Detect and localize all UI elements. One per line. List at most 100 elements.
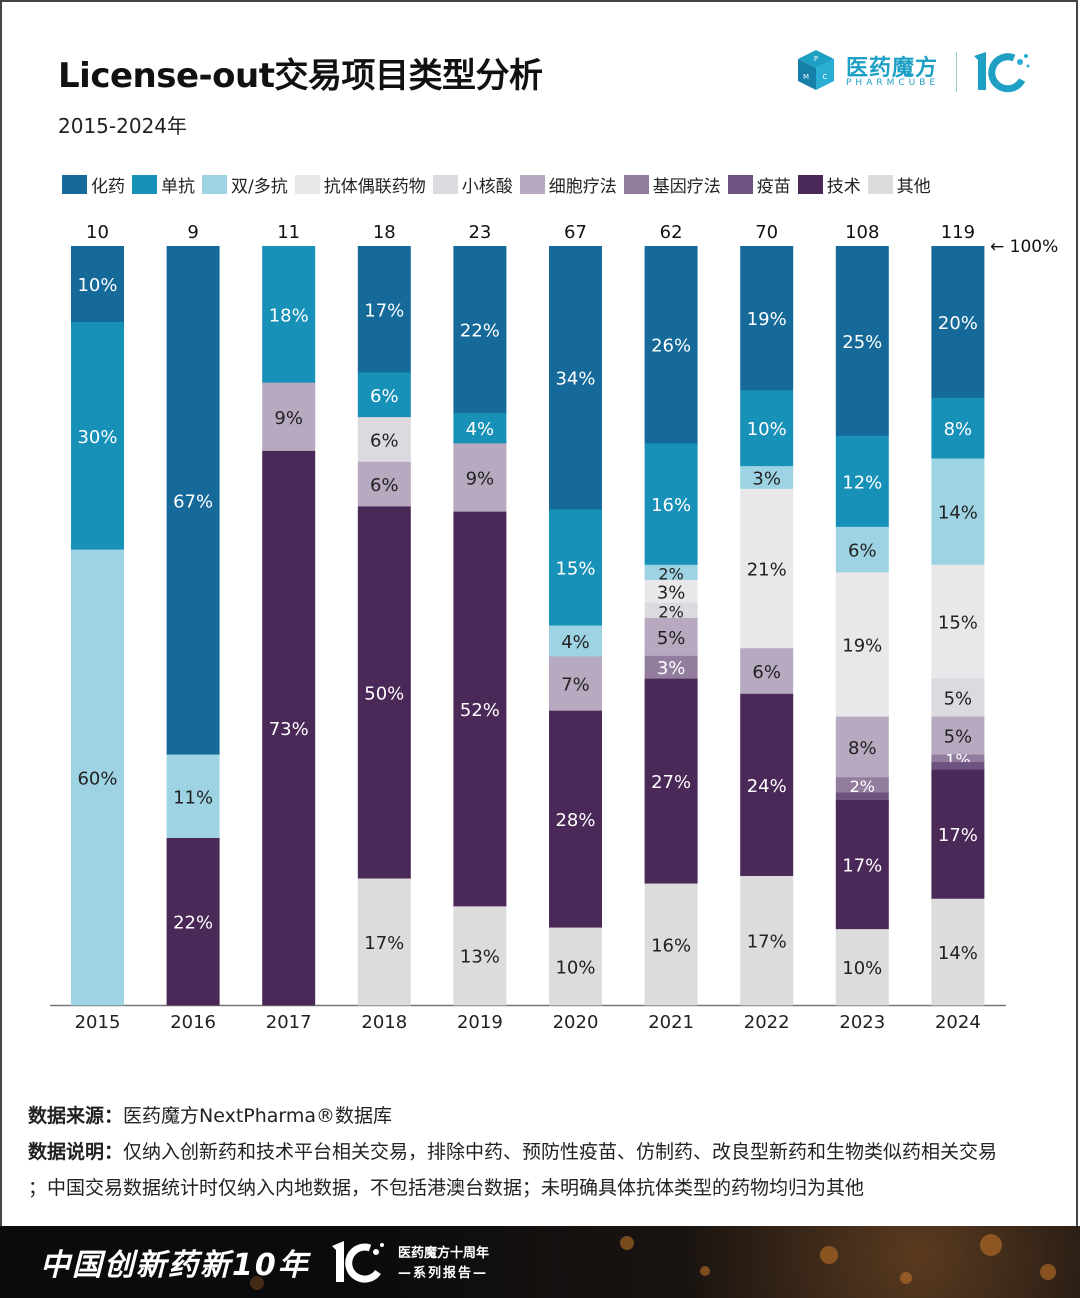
bar-segment xyxy=(71,549,124,1006)
bar-segment xyxy=(549,927,602,1006)
cube-letter-m: M xyxy=(803,73,809,81)
bar-segment xyxy=(740,875,794,1006)
bokeh-dot xyxy=(900,1272,912,1284)
bar-total-label: 9 xyxy=(187,222,198,243)
segment-label: 17% xyxy=(747,931,787,952)
segment-label: 5% xyxy=(944,689,973,710)
bar-segment xyxy=(931,769,985,900)
bar-segment xyxy=(931,397,985,459)
segment-label: 28% xyxy=(555,810,595,831)
legend-swatch xyxy=(727,175,753,194)
bar-segment xyxy=(644,655,698,680)
legend-label: 细胞疗法 xyxy=(548,177,617,197)
bar-segment xyxy=(357,246,411,373)
data-description-text-2: ；中国交易数据统计时仅纳入内地数据，不包括港澳台数据；未明确具体抗体类型的药物均… xyxy=(28,1177,865,1199)
bar-segment xyxy=(740,246,794,391)
segment-label: 12% xyxy=(842,472,882,493)
tenth-anniversary-icon xyxy=(974,52,1030,93)
segment-label: 19% xyxy=(842,635,882,656)
x-tick-label: 2022 xyxy=(744,1012,790,1033)
bar-segment xyxy=(549,710,602,928)
bar-segment xyxy=(357,878,411,1006)
legend-swatch xyxy=(62,175,87,194)
segment-label: 9% xyxy=(274,408,303,429)
legend-item: 抗体偶联药物 xyxy=(294,172,426,197)
footer-series-subtitle: —系列报告— xyxy=(398,1266,489,1281)
legend-item: 双/多抗 xyxy=(202,172,288,197)
segment-label: 15% xyxy=(555,558,595,579)
cube-logo-icon: P M C xyxy=(798,50,834,90)
segment-label: 19% xyxy=(747,309,787,330)
legend-swatch xyxy=(132,175,157,194)
bar-segment xyxy=(166,246,220,755)
legend-item: 基因疗法 xyxy=(623,172,721,197)
segment-label: 9% xyxy=(466,468,495,489)
segment-label: 21% xyxy=(747,560,787,581)
bar-segment xyxy=(262,246,316,384)
segment-label: 10% xyxy=(842,958,882,979)
segment-label: 17% xyxy=(364,933,404,954)
bar-segment xyxy=(644,246,698,444)
segment-label: 13% xyxy=(460,947,500,968)
legend-item: 技术 xyxy=(797,172,861,197)
bar-segment xyxy=(357,372,411,418)
segment-label: 27% xyxy=(651,772,691,793)
legend-swatch xyxy=(797,175,823,194)
bar-segment xyxy=(835,792,889,801)
bar-segment xyxy=(931,246,985,399)
bokeh-dot xyxy=(620,1236,634,1250)
segment-label: 20% xyxy=(938,313,978,334)
footer-tenth-anniversary-icon xyxy=(332,1241,384,1283)
bar-segment xyxy=(357,461,411,507)
legend-item: 其他 xyxy=(867,172,931,197)
bar-segment xyxy=(644,579,698,604)
data-description-note: 数据说明：仅纳入创新药和技术平台相关交易，排除中药、预防性疫苗、仿制药、改良型新… xyxy=(28,1134,997,1170)
bar-segment xyxy=(835,800,889,930)
legend-item: 细胞疗法 xyxy=(519,172,617,197)
bar-segment xyxy=(835,777,889,793)
bar-segment xyxy=(740,648,794,695)
data-source-label: 数据来源： xyxy=(28,1105,124,1127)
segment-label: 10% xyxy=(747,419,787,440)
bar-segment xyxy=(644,443,698,566)
footer-slogan: 中国创新药新10年 xyxy=(40,1248,310,1283)
bar-segment xyxy=(740,390,794,467)
bar-total-label: 11 xyxy=(277,222,300,243)
bar-segment xyxy=(549,625,602,657)
bar-segment xyxy=(166,754,220,839)
bar-segment xyxy=(453,906,507,1006)
segment-label: 10% xyxy=(77,275,117,296)
page-subtitle: 2015-2024年 xyxy=(58,114,188,138)
segment-label: 15% xyxy=(938,613,978,634)
legend-label: 小核酸 xyxy=(461,177,513,197)
legend-item: 小核酸 xyxy=(432,172,513,197)
segment-label: 73% xyxy=(269,719,309,740)
bar-segment xyxy=(262,450,316,1006)
bokeh-dot xyxy=(820,1246,838,1264)
legend-item: 单抗 xyxy=(132,172,195,197)
logo-chinese-name: 医药魔方 xyxy=(846,56,939,81)
page-title: License-out交易项目类型分析 xyxy=(58,56,543,96)
bokeh-dot xyxy=(1040,1264,1056,1280)
bar-total-label: 18 xyxy=(373,222,396,243)
bar-segment xyxy=(357,506,411,879)
bar-segment xyxy=(835,246,889,437)
legend-label: 化药 xyxy=(91,177,125,197)
bokeh-dot xyxy=(980,1234,1002,1256)
segment-label: 4% xyxy=(466,419,495,440)
segment-label: 14% xyxy=(938,503,978,524)
segment-label: 5% xyxy=(944,727,973,748)
segment-label: 7% xyxy=(561,675,590,696)
stacked-bar-chart: 10% 30% 60% 10 2015 67% 11% 22% 9 2016 18% 9% 73% 11 2… xyxy=(50,222,1058,1033)
segment-label: 60% xyxy=(77,768,117,789)
bar-segment xyxy=(453,412,507,444)
footer-banner: 中国创新药新10年 医药魔方十周年 —系列报告— xyxy=(0,1226,1080,1298)
bar-segment xyxy=(549,656,602,712)
segment-label: 8% xyxy=(848,738,877,759)
segment-label: 6% xyxy=(370,475,399,496)
data-description-note-2: ；中国交易数据统计时仅纳入内地数据，不包括港澳台数据；未明确具体抗体类型的药物均… xyxy=(28,1170,997,1206)
legend-label: 单抗 xyxy=(161,177,195,197)
segment-label: 6% xyxy=(848,541,877,562)
bar-segment xyxy=(835,929,889,1006)
segment-label: 5% xyxy=(657,628,686,649)
